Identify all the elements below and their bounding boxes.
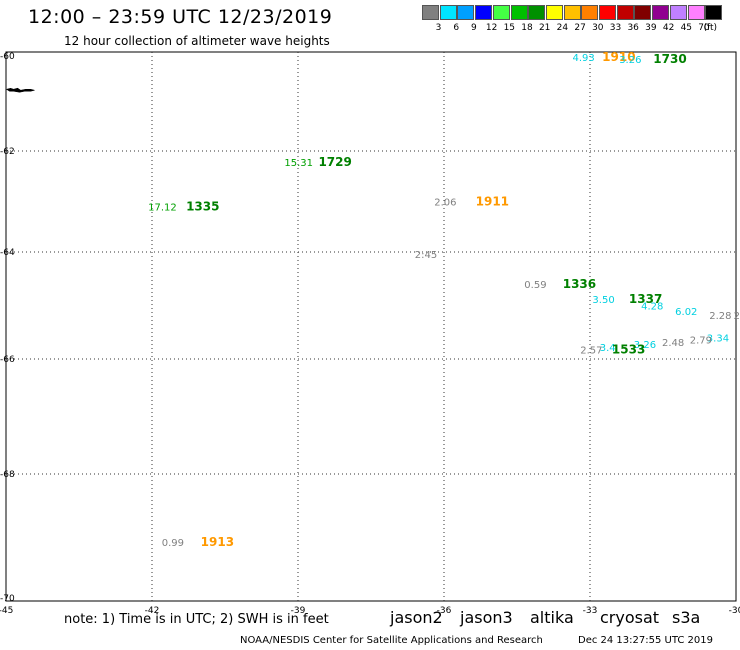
legend-swatch bbox=[439, 5, 457, 20]
legend-swatch bbox=[669, 5, 687, 20]
legend-bin-label: 9 bbox=[471, 23, 477, 33]
longitude-tick-label: -42 bbox=[145, 606, 160, 616]
latitude-tick-label: -64 bbox=[0, 248, 15, 258]
wave-height-value: 3.50 bbox=[592, 295, 614, 306]
satellite-jason2: jason2 bbox=[390, 608, 443, 627]
legend-bin-label: 18 bbox=[521, 23, 533, 33]
latitude-tick-label: -66 bbox=[0, 355, 15, 365]
legend-swatch bbox=[563, 5, 581, 20]
legend-swatch bbox=[492, 5, 510, 20]
latitude-tick-label: -70 bbox=[0, 594, 15, 604]
wave-height-value: 3.4 bbox=[600, 343, 616, 354]
legend-bin-label: 42 bbox=[662, 23, 675, 33]
wave-height-value: 2.79 bbox=[690, 336, 712, 347]
wave-height-value: 2.57 bbox=[580, 345, 602, 356]
legend-bin-label: 15 bbox=[503, 23, 516, 33]
wave-height-value: 17.12 bbox=[148, 203, 177, 214]
satellite-altika: altika bbox=[530, 608, 574, 627]
longitude-tick-label: -36 bbox=[437, 606, 452, 616]
wave-height-value: 4.28 bbox=[641, 302, 663, 313]
map-title: 12:00 – 23:59 UTC 12/23/2019 bbox=[28, 6, 333, 28]
wave-height-value: 2:45 bbox=[415, 250, 437, 261]
legend-swatch bbox=[634, 5, 652, 20]
legend-swatch bbox=[581, 5, 599, 20]
legend-swatch bbox=[528, 5, 546, 20]
wave-height-value: 2.28 bbox=[709, 311, 731, 322]
map-subtitle: 12 hour collection of altimeter wave hei… bbox=[64, 34, 330, 48]
legend-bin-label: 30 bbox=[592, 23, 604, 33]
wave-height-value: 3.26 bbox=[634, 340, 656, 351]
legend-swatch bbox=[687, 5, 705, 20]
wave-height-value: 0.59 bbox=[524, 280, 546, 291]
legend-bin-label: 70 bbox=[698, 23, 710, 33]
legend-swatch bbox=[422, 5, 439, 20]
map-frame bbox=[5, 51, 737, 602]
latitude-tick-label: -68 bbox=[0, 470, 15, 480]
legend-swatch bbox=[652, 5, 670, 20]
latitude-tick-label: -60 bbox=[0, 52, 15, 62]
observation-time-label: 1910 bbox=[602, 50, 635, 64]
observation-time-label: 1336 bbox=[563, 277, 596, 291]
legend-bin-label: 21 bbox=[538, 23, 551, 33]
longitude-tick-label: -45 bbox=[0, 606, 13, 616]
observation-time-label: 1337 bbox=[629, 292, 662, 306]
legend-bin-label: 6 bbox=[453, 23, 460, 33]
wave-height-value: 2.06 bbox=[434, 198, 456, 209]
wave-height-value: 2.48 bbox=[662, 338, 684, 349]
coastline-fragment bbox=[5, 87, 35, 93]
legend-swatch bbox=[457, 5, 475, 20]
legend-bin-label: 39 bbox=[645, 23, 657, 33]
legend-swatch bbox=[545, 5, 563, 20]
legend-swatch bbox=[705, 5, 723, 20]
legend-swatch bbox=[616, 5, 634, 20]
generation-timestamp: Dec 24 13:27:55 UTC 2019 bbox=[578, 635, 713, 646]
legend-bin-label: 36 bbox=[627, 23, 639, 33]
wave-height-value: 6.02 bbox=[675, 307, 697, 318]
longitude-tick-label: -30 bbox=[729, 606, 740, 616]
longitude-tick-label: -33 bbox=[583, 606, 598, 616]
wave-height-value: 2 bbox=[734, 311, 740, 322]
wave-height-value: 3.26 bbox=[619, 55, 641, 66]
legend-bin-label: 27 bbox=[574, 23, 586, 33]
observation-time-label: 1729 bbox=[318, 155, 351, 169]
legend-bin-label: 45 bbox=[680, 23, 693, 33]
legend-swatch bbox=[475, 5, 493, 20]
legend-unit-label: (ft) bbox=[703, 23, 718, 33]
latitude-tick-label: -62 bbox=[0, 147, 15, 157]
observation-time-label: 1533 bbox=[612, 342, 645, 356]
legend-bin-label: 24 bbox=[556, 23, 569, 33]
legend-bin-label: 12 bbox=[485, 23, 498, 33]
satellite-cryosat: cryosat bbox=[600, 608, 660, 627]
observation-time-label: 1911 bbox=[476, 195, 509, 209]
legend-bin-label: 33 bbox=[609, 23, 622, 33]
legend-swatch bbox=[510, 5, 528, 20]
observation-time-label: 1730 bbox=[653, 52, 686, 66]
wave-height-value: 3.34 bbox=[707, 334, 729, 345]
footer-note: note: 1) Time is in UTC; 2) SWH is in fe… bbox=[64, 612, 329, 627]
wave-height-value: 0.99 bbox=[162, 538, 184, 549]
credit-text: NOAA/NESDIS Center for Satellite Applica… bbox=[240, 635, 543, 646]
wave-height-value: 4.93 bbox=[572, 53, 594, 64]
satellite-s3a: s3a bbox=[672, 608, 701, 627]
legend-swatch bbox=[599, 5, 616, 20]
legend-bin-label: 3 bbox=[435, 23, 442, 33]
longitude-tick-label: -39 bbox=[291, 606, 306, 616]
satellite-jason3: jason3 bbox=[460, 608, 513, 627]
observation-time-label: 1335 bbox=[186, 200, 219, 214]
observation-time-label: 1913 bbox=[201, 535, 234, 549]
wave-height-value: 15.31 bbox=[284, 158, 313, 169]
